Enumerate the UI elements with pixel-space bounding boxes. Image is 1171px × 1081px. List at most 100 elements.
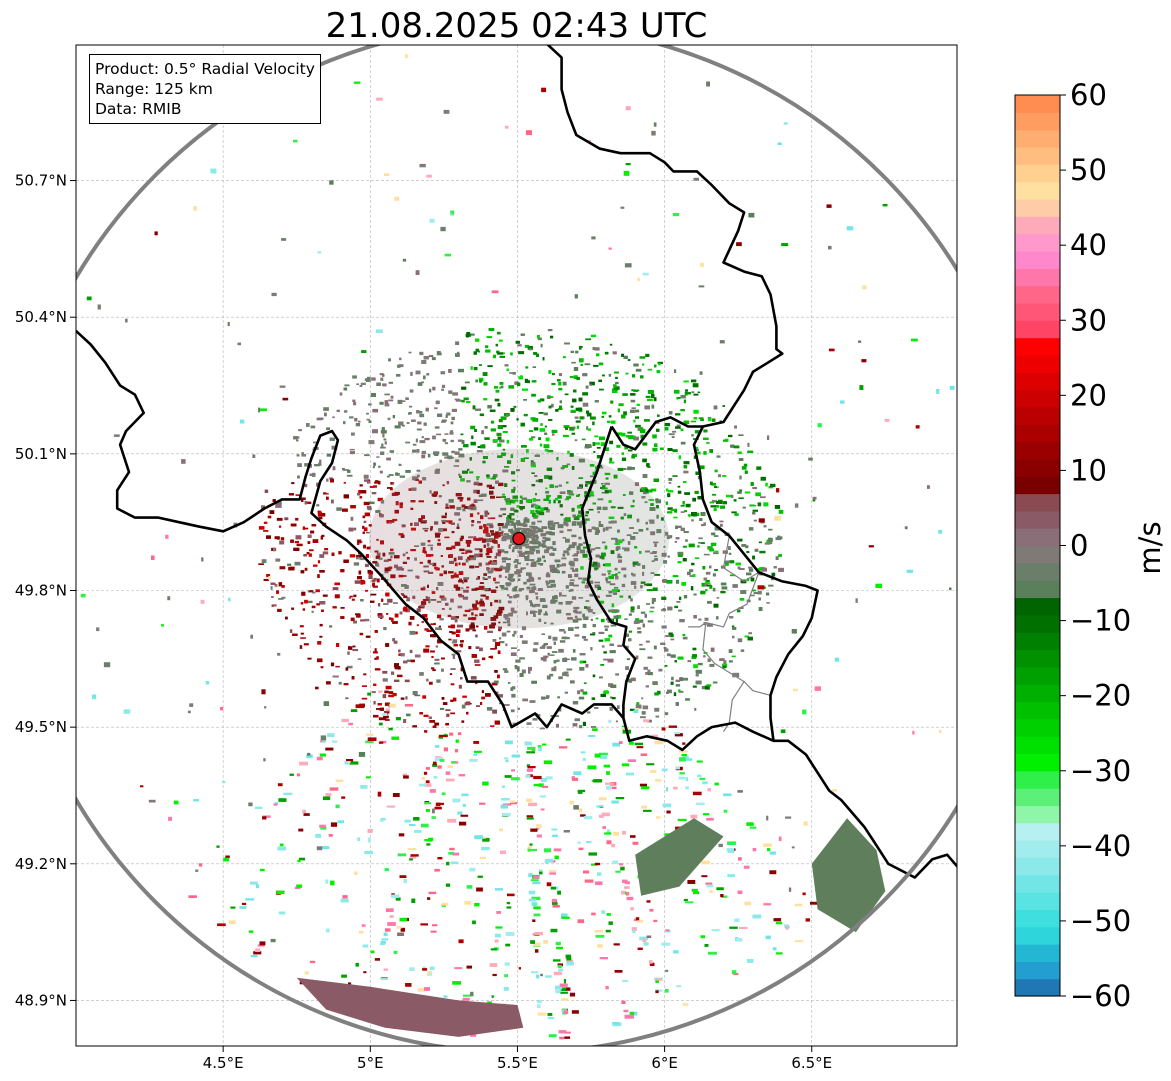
velocity-echo-bin: [612, 742, 620, 747]
velocity-echo-bin: [350, 505, 356, 509]
velocity-echo-bin: [480, 702, 483, 705]
velocity-echo-bin: [629, 741, 634, 745]
velocity-echo-bin: [727, 874, 736, 877]
velocity-echo-bin: [378, 690, 383, 693]
velocity-echo-bin: [519, 657, 525, 660]
velocity-echo-bin: [580, 814, 586, 817]
velocity-echo-bin: [855, 598, 858, 603]
velocity-echo-bin: [319, 623, 323, 627]
velocity-echo-bin: [640, 753, 648, 756]
velocity-echo-bin: [678, 596, 682, 601]
velocity-echo-bin: [667, 689, 672, 694]
velocity-echo-bin: [307, 541, 311, 544]
velocity-echo-bin: [604, 638, 610, 642]
velocity-echo-bin: [525, 366, 529, 369]
velocity-echo-bin: [599, 676, 603, 679]
velocity-echo-bin: [217, 923, 226, 927]
velocity-echo-bin: [695, 471, 702, 475]
velocity-echo-bin: [591, 236, 596, 240]
velocity-echo-bin: [611, 843, 615, 848]
velocity-echo-bin: [399, 875, 407, 878]
velocity-echo-bin: [699, 518, 703, 521]
velocity-echo-bin: [767, 848, 771, 852]
velocity-echo-bin: [763, 525, 767, 528]
velocity-echo-bin: [457, 351, 460, 355]
velocity-echo-bin: [445, 778, 455, 782]
velocity-echo-bin: [557, 963, 563, 967]
velocity-echo-bin: [536, 824, 542, 829]
velocity-echo-bin: [775, 556, 779, 560]
velocity-echo-bin: [354, 580, 360, 584]
velocity-echo-bin: [393, 950, 398, 954]
velocity-echo-bin: [532, 648, 538, 652]
velocity-echo-bin: [644, 419, 650, 422]
velocity-echo-bin: [582, 691, 588, 695]
velocity-echo-bin: [533, 642, 539, 645]
velocity-echo-bin: [749, 826, 757, 829]
velocity-echo-bin: [371, 492, 377, 495]
velocity-echo-bin: [311, 473, 315, 477]
velocity-echo-bin: [680, 504, 685, 507]
velocity-echo-bin: [462, 803, 466, 807]
velocity-echo-bin: [569, 426, 575, 431]
velocity-echo-bin: [416, 608, 421, 613]
velocity-echo-bin: [421, 454, 426, 459]
velocity-echo-bin: [455, 399, 462, 402]
velocity-echo-bin: [452, 798, 461, 803]
velocity-echo-bin: [713, 552, 719, 555]
velocity-echo-bin: [627, 466, 632, 471]
velocity-echo-bin: [366, 378, 371, 382]
velocity-echo-bin: [437, 413, 443, 417]
velocity-echo-bin: [632, 435, 636, 438]
velocity-echo-bin: [525, 130, 532, 136]
velocity-echo-bin: [475, 338, 480, 342]
velocity-echo-bin: [451, 653, 456, 656]
velocity-echo-bin: [480, 444, 486, 449]
map-plot-area[interactable]: [5, 25, 1033, 1053]
velocity-echo-bin: [425, 645, 430, 648]
velocity-echo-bin: [595, 934, 605, 938]
velocity-echo-bin: [588, 735, 596, 737]
velocity-echo-bin: [646, 935, 652, 938]
velocity-echo-bin: [557, 964, 562, 969]
velocity-echo-bin: [350, 709, 358, 713]
velocity-echo-bin: [562, 658, 568, 662]
velocity-echo-bin: [189, 703, 194, 707]
velocity-echo-bin: [716, 486, 719, 489]
velocity-echo-bin: [613, 386, 620, 390]
velocity-echo-bin: [448, 369, 452, 373]
velocity-echo-bin: [596, 447, 601, 449]
velocity-echo-bin: [737, 609, 741, 613]
velocity-echo-bin: [322, 594, 328, 597]
velocity-echo-bin: [578, 407, 582, 411]
velocity-echo-bin: [640, 375, 644, 379]
velocity-echo-bin: [316, 603, 320, 606]
velocity-echo-bin: [526, 751, 536, 754]
velocity-echo-bin: [675, 684, 681, 687]
velocity-echo-bin: [693, 177, 699, 181]
velocity-echo-bin: [552, 433, 555, 436]
velocity-echo-bin: [700, 542, 705, 544]
velocity-echo-bin: [685, 389, 688, 392]
velocity-echo-bin: [455, 353, 460, 357]
velocity-echo-bin: [654, 740, 664, 745]
velocity-echo-bin: [594, 881, 603, 886]
velocity-echo-bin: [551, 898, 557, 903]
velocity-echo-bin: [587, 428, 591, 431]
velocity-echo-bin: [426, 174, 432, 178]
velocity-echo-bin: [609, 343, 613, 346]
velocity-echo-bin: [437, 765, 442, 769]
velocity-echo-bin: [496, 911, 501, 914]
velocity-echo-bin: [379, 470, 383, 474]
velocity-echo-bin: [561, 913, 568, 917]
velocity-echo-bin: [677, 485, 681, 488]
velocity-echo-bin: [613, 943, 620, 946]
velocity-echo-bin: [410, 371, 413, 376]
velocity-echo-bin: [555, 985, 563, 990]
velocity-echo-bin: [759, 550, 766, 554]
velocity-echo-bin: [490, 648, 496, 650]
velocity-echo-bin: [412, 449, 417, 453]
velocity-echo-bin: [476, 450, 483, 453]
velocity-echo-bin: [693, 664, 698, 669]
velocity-echo-bin: [774, 505, 781, 509]
